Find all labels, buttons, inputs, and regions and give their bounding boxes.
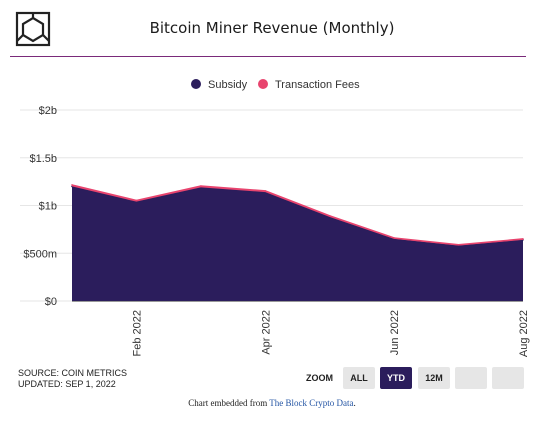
zoom-button-all[interactable]: ALL (343, 367, 375, 389)
y-tick-label: $1.5b (29, 153, 57, 165)
data-point-transaction-fees (393, 237, 395, 239)
data-point-transaction-fees (71, 184, 73, 186)
area-subsidy (72, 186, 523, 301)
data-point-transaction-fees (522, 238, 524, 240)
legend-label: Transaction Fees (275, 79, 360, 91)
data-point-transaction-fees (328, 215, 331, 217)
zoom-label: ZOOM (306, 373, 333, 383)
zoom-button-ytd[interactable]: YTD (380, 367, 412, 389)
legend-marker (191, 79, 201, 89)
embed-suffix: . (353, 398, 356, 408)
y-tick-label: $500m (23, 248, 57, 260)
x-tick-label: Jun 2022 (389, 310, 401, 355)
legend-marker (258, 79, 268, 89)
data-point-transaction-fees (457, 243, 460, 246)
data-point-transaction-fees (264, 190, 267, 192)
zoom-button-blank-3[interactable] (455, 367, 487, 389)
legend-label: Subsidy (208, 79, 248, 91)
x-tick-label: Feb 2022 (131, 310, 143, 356)
x-tick-label: Apr 2022 (260, 310, 272, 355)
source-line: SOURCE: COIN METRICS (18, 368, 128, 378)
embed-prefix: Chart embedded from (188, 398, 270, 408)
source-note: SOURCE: COIN METRICS UPDATED: SEP 1, 202… (18, 368, 127, 390)
miner-revenue-chart: $0 $500m $1b $1.5b $2b Feb 2022 Apr 2022 Jun 20… (20, 79, 530, 357)
zoom-button-blank-4[interactable] (492, 367, 524, 389)
title-divider (10, 56, 526, 57)
the-block-logo-icon (15, 11, 51, 47)
series-line-transaction-fees (71, 184, 524, 246)
y-tick-label: $1b (39, 201, 57, 213)
updated-line: UPDATED: SEP 1, 2022 (18, 379, 116, 389)
y-tick-label: $0 (45, 296, 57, 308)
data-point-transaction-fees (200, 185, 202, 187)
x-tick-label: Aug 2022 (518, 310, 530, 357)
embed-source-link[interactable]: The Block Crypto Data (269, 398, 354, 408)
data-point-transaction-fees (135, 199, 138, 202)
zoom-button-12m[interactable]: 12M (418, 367, 450, 389)
y-tick-label: $2b (39, 105, 57, 117)
embed-note: Chart embedded from The Block Crypto Dat… (0, 398, 544, 408)
chart-title: Bitcoin Miner Revenue (Monthly) (149, 19, 395, 37)
